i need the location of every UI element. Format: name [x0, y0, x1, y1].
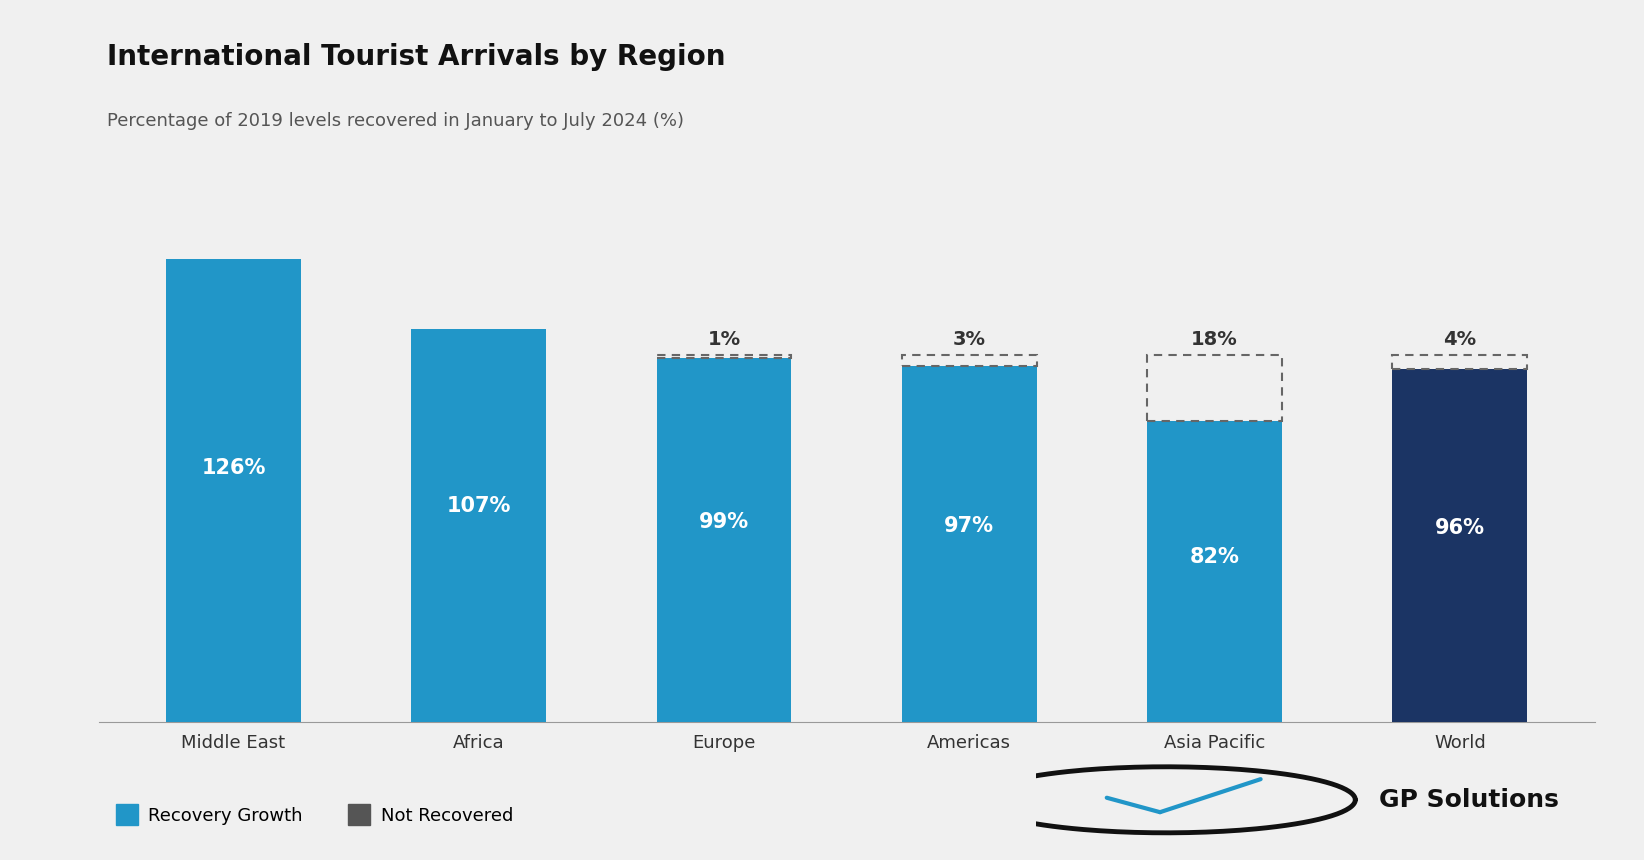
Text: International Tourist Arrivals by Region: International Tourist Arrivals by Region — [107, 43, 725, 71]
Bar — [656, 359, 791, 722]
Bar — [1148, 421, 1282, 722]
Text: Percentage of 2019 levels recovered in January to July 2024 (%): Percentage of 2019 levels recovered in J… — [107, 112, 684, 130]
Text: 126%: 126% — [201, 458, 266, 477]
Bar — [411, 329, 546, 722]
Bar — [1148, 354, 1282, 421]
Text: GP Solutions: GP Solutions — [1379, 788, 1559, 812]
Bar — [166, 259, 301, 722]
Bar — [1392, 354, 1527, 370]
Text: 82%: 82% — [1190, 547, 1240, 567]
Bar — [656, 354, 791, 359]
Bar — [903, 366, 1037, 722]
Text: 3%: 3% — [954, 330, 986, 349]
Text: 97%: 97% — [944, 516, 995, 537]
Text: 18%: 18% — [1192, 330, 1238, 349]
Bar — [903, 354, 1037, 366]
Text: 107%: 107% — [447, 496, 511, 516]
Text: 96%: 96% — [1435, 519, 1485, 538]
Text: 1%: 1% — [707, 330, 740, 349]
Legend: Recovery Growth, Not Recovered: Recovery Growth, Not Recovered — [115, 804, 513, 826]
Text: 99%: 99% — [699, 513, 750, 532]
Text: 4%: 4% — [1443, 330, 1476, 349]
Bar — [1392, 370, 1527, 722]
